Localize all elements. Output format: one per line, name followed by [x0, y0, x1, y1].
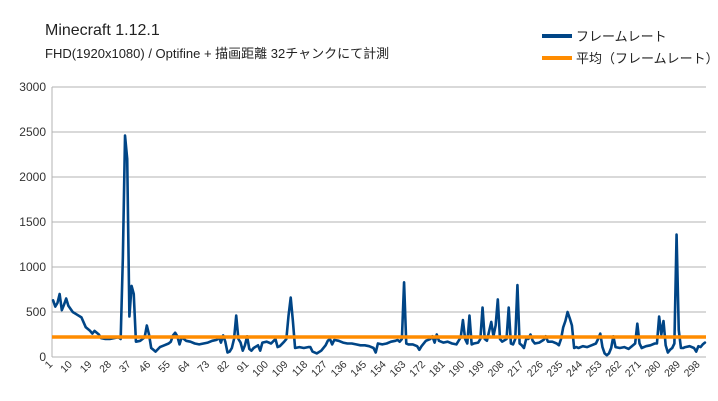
y-tick-label: 1500: [19, 215, 46, 229]
x-tick-label: 127: [309, 359, 330, 380]
x-tick-label: 199: [466, 359, 487, 380]
x-tick-label: 109: [270, 359, 291, 380]
x-tick-label: 10: [58, 359, 75, 376]
x-tick-label: 91: [235, 359, 252, 376]
x-tick-label: 73: [195, 359, 212, 376]
y-tick-label: 3000: [19, 80, 46, 94]
y-tick-label: 2500: [19, 125, 46, 139]
x-tick-label: 145: [348, 359, 369, 380]
x-tick-label: 244: [564, 359, 585, 380]
x-tick-label: 28: [97, 359, 114, 376]
x-tick-label: 64: [176, 359, 193, 376]
series-line-framerate: [51, 134, 707, 357]
x-tick-label: 55: [156, 359, 173, 376]
x-tick-label: 163: [387, 359, 408, 380]
x-tick-label: 136: [329, 359, 350, 380]
x-tick-label: 235: [544, 359, 565, 380]
y-axis-ticks: 0 500 1000 1500 2000 2500 3000: [19, 80, 46, 364]
legend-label-average: 平均（フレームレート）: [576, 51, 718, 66]
y-tick-label: 0: [39, 350, 46, 364]
x-tick-label: 190: [446, 359, 467, 380]
x-tick-label: 46: [137, 359, 154, 376]
plot-series: [51, 134, 707, 357]
x-tick-label: 262: [603, 359, 624, 380]
x-tick-label: 208: [486, 359, 507, 380]
x-tick-label: 19: [78, 359, 95, 376]
chart-subtitle: FHD(1920x1080) / Optifine + 描画距離 32チャンクに…: [45, 46, 389, 61]
gridlines: [51, 86, 706, 358]
x-tick-label: 289: [662, 359, 683, 380]
x-tick-label: 118: [290, 359, 310, 379]
legend: フレームレート 平均（フレームレート）: [542, 29, 718, 66]
y-tick-label: 500: [26, 305, 46, 319]
x-tick-label: 226: [525, 359, 546, 380]
legend-label-framerate: フレームレート: [576, 29, 667, 44]
chart-title: Minecraft 1.12.1: [45, 22, 160, 39]
x-tick-label: 1: [43, 359, 56, 372]
x-tick-label: 154: [368, 359, 389, 380]
x-tick-label: 280: [643, 359, 664, 380]
x-tick-label: 37: [117, 359, 134, 376]
x-tick-label: 181: [427, 359, 448, 380]
x-tick-label: 271: [623, 359, 644, 380]
x-tick-label: 82: [215, 359, 232, 376]
x-tick-label: 298: [682, 359, 703, 380]
x-tick-label: 172: [407, 359, 428, 380]
y-tick-label: 1000: [19, 260, 46, 274]
x-tick-label: 253: [584, 359, 605, 380]
x-tick-label: 217: [505, 359, 526, 380]
y-tick-label: 2000: [19, 170, 46, 184]
x-tick-label: 100: [250, 359, 271, 380]
